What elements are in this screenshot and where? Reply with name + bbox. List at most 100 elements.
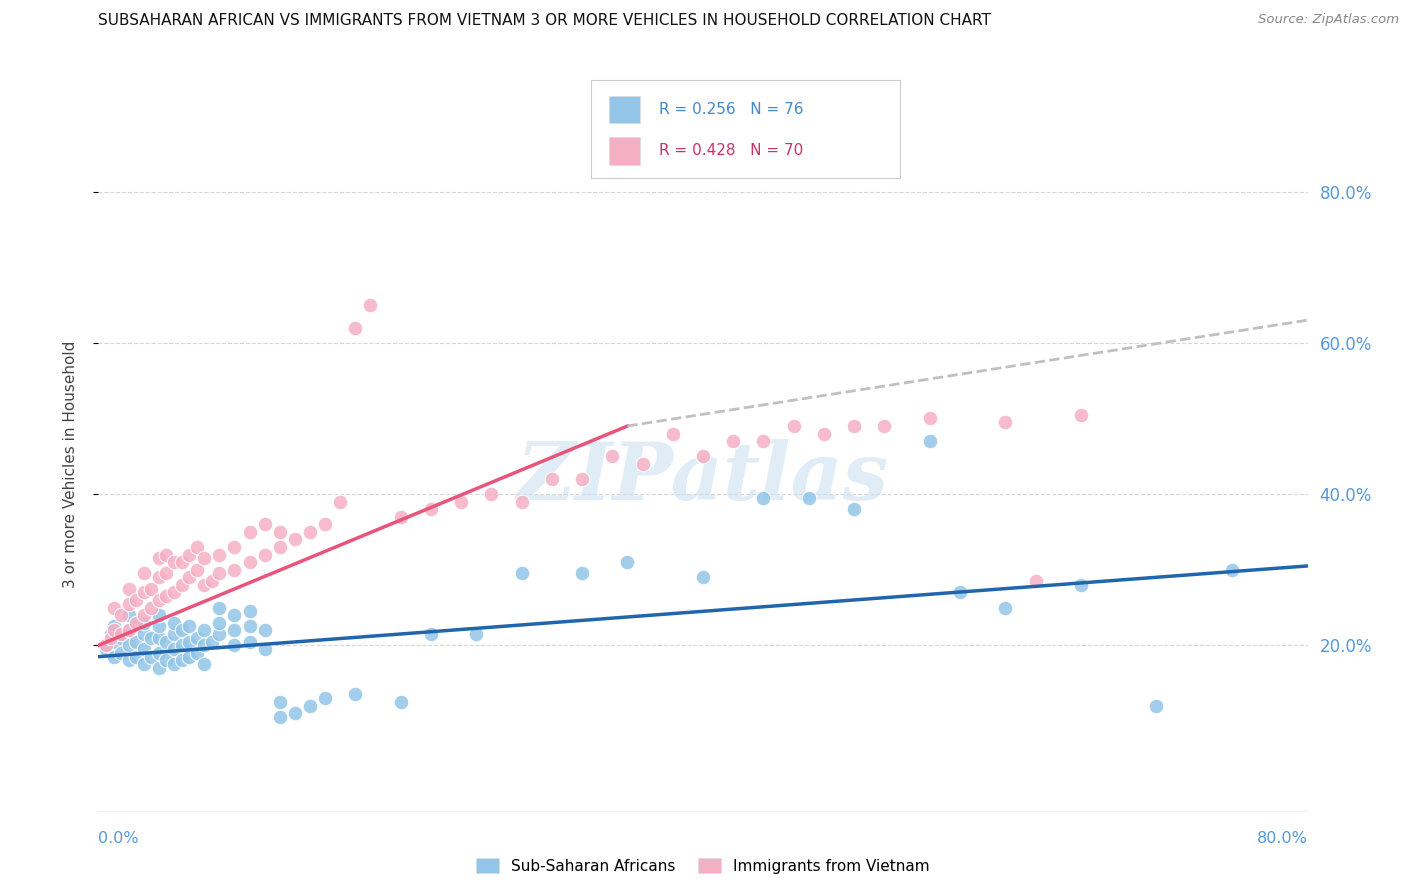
Point: [170, 624, 193, 638]
Point: [602, 450, 624, 464]
Point: [155, 653, 177, 667]
Point: [125, 649, 148, 664]
Point: [269, 540, 291, 554]
Point: [269, 524, 291, 539]
Point: [844, 502, 866, 516]
Point: [148, 631, 170, 645]
Point: [132, 566, 155, 581]
Point: [481, 487, 503, 501]
Point: [1070, 408, 1092, 422]
Legend: Sub-Saharan Africans, Immigrants from Vietnam: Sub-Saharan Africans, Immigrants from Vi…: [470, 852, 936, 880]
Point: [994, 415, 1017, 429]
Point: [118, 638, 141, 652]
Point: [420, 627, 443, 641]
Point: [299, 524, 322, 539]
Point: [540, 472, 562, 486]
Point: [253, 624, 276, 638]
Point: [193, 578, 215, 592]
Point: [110, 646, 132, 660]
Point: [269, 710, 291, 724]
Point: [148, 646, 170, 660]
Point: [783, 419, 806, 434]
Point: [179, 548, 201, 562]
Point: [94, 642, 117, 657]
Point: [141, 600, 163, 615]
Point: [141, 649, 163, 664]
Y-axis label: 3 or more Vehicles in Household: 3 or more Vehicles in Household: [63, 340, 77, 588]
Point: [163, 642, 186, 657]
Point: [239, 524, 262, 539]
Point: [284, 706, 307, 721]
Point: [118, 653, 141, 667]
Point: [103, 649, 125, 664]
Point: [224, 563, 246, 577]
Point: [193, 624, 215, 638]
Point: [1220, 563, 1243, 577]
Point: [752, 491, 775, 505]
Point: [170, 555, 193, 569]
Point: [186, 631, 208, 645]
Point: [155, 566, 177, 581]
Point: [163, 615, 186, 630]
Point: [239, 619, 262, 633]
Text: R = 0.428   N = 70: R = 0.428 N = 70: [658, 144, 803, 159]
Point: [1024, 574, 1046, 588]
Point: [118, 597, 141, 611]
Point: [844, 419, 866, 434]
Point: [994, 600, 1017, 615]
Point: [163, 555, 186, 569]
Point: [269, 695, 291, 709]
Point: [616, 555, 638, 569]
Point: [110, 608, 132, 623]
Point: [163, 585, 186, 599]
Text: SUBSAHARAN AFRICAN VS IMMIGRANTS FROM VIETNAM 3 OR MORE VEHICLES IN HOUSEHOLD CO: SUBSAHARAN AFRICAN VS IMMIGRANTS FROM VI…: [98, 13, 991, 29]
Point: [141, 582, 163, 596]
Point: [450, 494, 472, 508]
Point: [118, 624, 141, 638]
Point: [103, 624, 125, 638]
Point: [125, 634, 148, 648]
Point: [118, 582, 141, 596]
Point: [360, 298, 382, 312]
Point: [253, 642, 276, 657]
Point: [208, 548, 231, 562]
Point: [186, 646, 208, 660]
Point: [1144, 698, 1167, 713]
Point: [752, 434, 775, 449]
Point: [170, 578, 193, 592]
Point: [208, 600, 231, 615]
Point: [141, 631, 163, 645]
Point: [118, 624, 141, 638]
Point: [239, 604, 262, 618]
Point: [125, 593, 148, 607]
Point: [100, 631, 122, 645]
Point: [692, 450, 714, 464]
Point: [918, 411, 941, 425]
Point: [193, 657, 215, 672]
Point: [103, 634, 125, 648]
Point: [208, 627, 231, 641]
Point: [344, 688, 367, 702]
Point: [148, 593, 170, 607]
Point: [155, 634, 177, 648]
Point: [208, 615, 231, 630]
Point: [224, 608, 246, 623]
Point: [224, 540, 246, 554]
Point: [299, 698, 322, 713]
Point: [148, 551, 170, 566]
Point: [100, 627, 122, 641]
Point: [94, 638, 117, 652]
Point: [186, 540, 208, 554]
Point: [179, 570, 201, 584]
Point: [193, 551, 215, 566]
Point: [103, 619, 125, 633]
Point: [389, 695, 412, 709]
Point: [314, 517, 336, 532]
Point: [465, 627, 488, 641]
Text: 0.0%: 0.0%: [98, 831, 139, 846]
Point: [662, 426, 685, 441]
Point: [949, 585, 972, 599]
Point: [170, 638, 193, 652]
Point: [163, 657, 186, 672]
Point: [148, 570, 170, 584]
